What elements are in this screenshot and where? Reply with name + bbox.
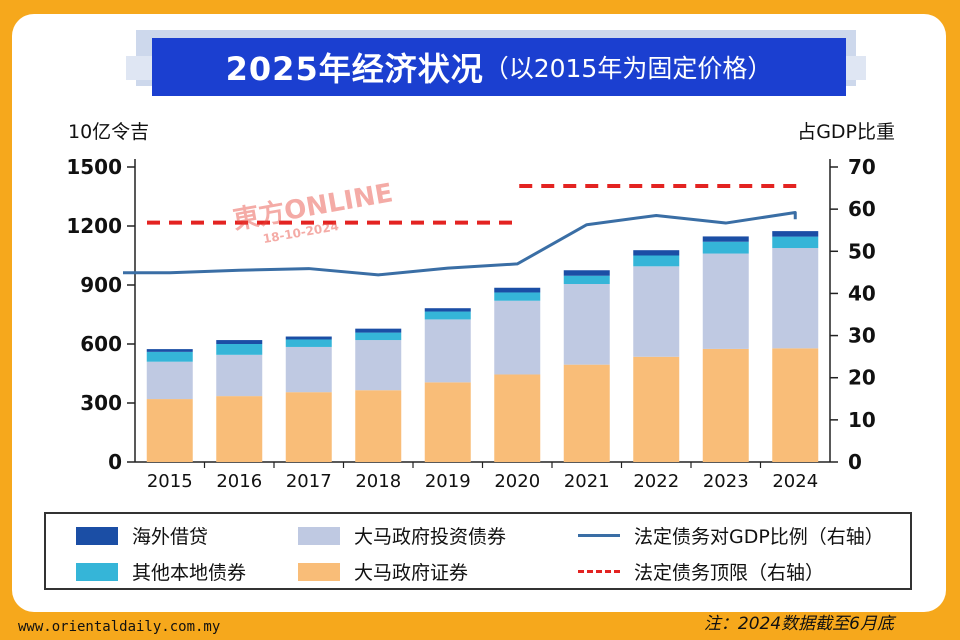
right-tick-label: 60 [848,197,876,221]
legend-item-mgs: 大马政府证券 [298,558,468,585]
legend-line-debt-ratio [578,534,620,537]
left-tick-label: 1200 [66,214,122,238]
bar-segment [772,348,819,462]
legend-item-debt-ratio: 法定债务对GDP比例（右轴） [578,522,884,549]
x-tick-label: 2017 [286,471,332,492]
legend-label: 法定债务对GDP比例（右轴） [634,526,884,548]
lines-group [123,183,806,277]
bar-segment [772,236,819,249]
x-tick-label: 2018 [355,471,401,492]
right-tick-label: 30 [848,324,876,348]
bar-segment [494,287,541,293]
bar-segment [563,275,610,285]
x-tick-label: 2023 [703,471,749,492]
bar-segment [146,361,193,400]
bar-segment [563,270,610,276]
bar-segment [355,340,402,391]
bar-segment [285,346,332,393]
chart-subtitle: （以2015年为固定价格） [483,54,773,83]
left-axis-label: 10亿令吉 [68,121,149,143]
x-tick-label: 2021 [564,471,610,492]
x-tick-label: 2019 [425,471,471,492]
bar-segment [424,382,471,462]
legend-item-gii: 大马政府投资债券 [298,522,506,549]
bar-segment [772,248,819,349]
bar-segment [702,348,749,462]
bar-segment [146,349,193,352]
bar-segment [494,374,541,462]
x-tick-label: 2022 [633,471,679,492]
chart-title: 2025年经济状况 [225,50,484,88]
bar-segment [563,364,610,462]
bar-segment [424,319,471,383]
bar-segment [702,236,749,242]
bar-segment [355,390,402,462]
left-tick-label: 600 [80,332,122,356]
legend-line-debt-ceiling [578,570,620,573]
legend-label: 海外借贷 [132,526,209,548]
bar-segment [216,354,263,397]
legend-swatch-other-local [76,562,118,581]
bar-segment [494,292,541,301]
bar-segment [633,255,680,267]
bar-segment [355,332,402,341]
right-axis-label: 占GDP比重 [797,121,895,143]
bar-segment [146,351,193,362]
bar-segment [216,340,263,344]
legend-label: 法定债务顶限（右轴） [634,562,825,584]
x-tick-label: 2024 [772,471,818,492]
left-tick-label: 300 [80,391,122,415]
left-tick-label: 900 [80,273,122,297]
legend-item-other-local: 其他本地债券 [76,558,246,585]
legend-swatch-gii [298,526,340,545]
bar-segment [494,300,541,375]
left-tick-label: 0 [108,450,122,474]
x-tick-label: 2016 [216,471,262,492]
legend-label: 其他本地债券 [132,562,247,584]
legend-item-debt-ceiling: 法定债务顶限（右轴） [578,558,824,585]
legend-swatch-foreign-loans [76,526,118,545]
bar-segment [355,328,402,333]
right-tick-label: 0 [848,450,862,474]
bar-segment [633,266,680,357]
footer-note: 注：2024数据截至6月底 [703,614,894,634]
bar-segment [285,339,332,347]
bar-segment [563,284,610,365]
x-tick-label: 2015 [147,471,193,492]
bar-segment [285,336,332,340]
x-tick-label: 2020 [494,471,540,492]
right-tick-label: 70 [848,155,876,179]
legend-swatch-mgs [298,562,340,581]
bar-segment [285,392,332,462]
bar-segment [146,399,193,462]
bar-segment [216,396,263,462]
axes-group: 0 300 600 900 1200 1500 0 10 20 30 40 50 60 70 2015 201… [66,155,876,492]
bars-group [146,231,819,462]
right-tick-label: 10 [848,408,876,432]
right-tick-label: 50 [848,239,876,263]
left-tick-label: 1500 [66,155,122,179]
bar-segment [633,356,680,462]
bar-segment [424,308,471,312]
bar-segment [216,344,263,355]
bar-segment [772,231,819,237]
bar-segment [633,250,680,256]
footer-url: www.orientaldaily.com.my [18,619,221,635]
legend-item-foreign-loans: 海外借贷 [76,522,208,549]
bar-segment [424,311,471,320]
debt-ratio-line [123,211,797,277]
bar-segment [702,241,749,254]
right-tick-label: 40 [848,281,876,305]
right-tick-label: 20 [848,366,876,390]
legend-label: 大马政府投资债券 [354,526,507,548]
bar-segment [702,253,749,349]
legend: 海外借贷 大马政府投资债券 法定债务对GDP比例（右轴） 其他本地债券 大马政府… [44,512,912,590]
title-banner: 2025年经济状况 （以2015年为固定价格） [152,38,846,96]
legend-label: 大马政府证券 [354,562,469,584]
